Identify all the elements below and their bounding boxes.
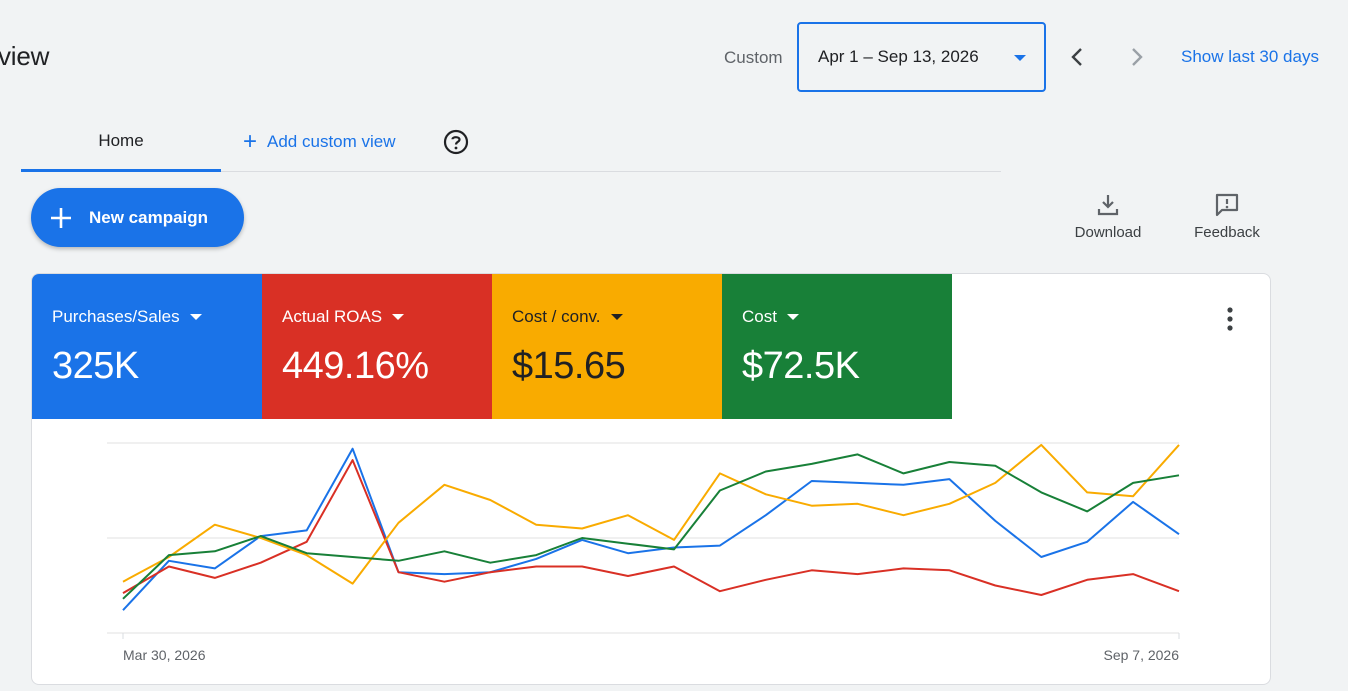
chart-grid xyxy=(107,442,1180,639)
download-button[interactable]: Download xyxy=(1060,192,1156,250)
feedback-icon xyxy=(1215,193,1239,217)
chevron-left-icon xyxy=(1071,48,1082,66)
more-vert-icon[interactable] xyxy=(1220,306,1240,332)
x-tick-label-start: Mar 30, 2026 xyxy=(123,647,206,663)
feedback-button[interactable]: Feedback xyxy=(1179,192,1275,250)
previous-period-button[interactable] xyxy=(1062,42,1092,72)
metric-tile-cost[interactable]: Cost $72.5K xyxy=(722,274,952,419)
metric-value: 325K xyxy=(52,345,139,387)
plus-icon xyxy=(51,207,71,228)
help-icon[interactable] xyxy=(443,129,469,155)
caret-down-icon xyxy=(610,314,623,320)
feedback-label: Feedback xyxy=(1194,224,1260,241)
series-line-1 xyxy=(122,459,1180,596)
view-tabs: Home + Add custom view xyxy=(21,112,1001,172)
date-range-label: Custom xyxy=(724,48,783,67)
caret-down-icon xyxy=(392,314,405,320)
series-line-3 xyxy=(122,453,1180,600)
tab-home[interactable]: Home xyxy=(21,112,221,172)
page-title: view xyxy=(0,41,50,71)
x-tick-label-end: Sep 7, 2026 xyxy=(1103,647,1179,663)
metric-label: Cost / conv. xyxy=(512,307,702,327)
new-campaign-button[interactable]: New campaign xyxy=(31,188,244,247)
performance-card: Purchases/Sales 325K Actual ROAS 449.16%… xyxy=(31,273,1271,685)
caret-down-icon xyxy=(189,314,202,320)
metric-value: 449.16% xyxy=(282,345,429,387)
metric-tile-purchases[interactable]: Purchases/Sales 325K xyxy=(32,274,262,419)
metric-value: $72.5K xyxy=(742,345,860,387)
date-range-value: Apr 1 – Sep 13, 2026 xyxy=(818,47,979,66)
plus-icon: + xyxy=(243,128,258,155)
metric-label: Actual ROAS xyxy=(282,307,472,327)
chevron-right-icon xyxy=(1132,48,1143,66)
caret-down-icon xyxy=(1014,55,1026,61)
metric-label: Cost xyxy=(742,307,932,327)
metric-tile-roas[interactable]: Actual ROAS 449.16% xyxy=(262,274,492,419)
caret-down-icon xyxy=(786,314,799,320)
new-campaign-label: New campaign xyxy=(89,207,209,227)
show-last-30-days-link[interactable]: Show last 30 days xyxy=(1181,47,1319,66)
series-line-0 xyxy=(122,447,1180,611)
download-label: Download xyxy=(1074,224,1142,241)
metric-label: Purchases/Sales xyxy=(52,307,242,327)
performance-line-chart: Mar 30, 2026 Sep 7, 2026 xyxy=(107,442,1180,663)
series-line-2 xyxy=(122,443,1180,585)
next-period-button[interactable] xyxy=(1122,42,1152,72)
metric-value: $15.65 xyxy=(512,345,626,387)
add-custom-view-label: Add custom view xyxy=(267,132,396,151)
add-custom-view-button[interactable]: + Add custom view xyxy=(243,112,396,172)
date-range-select[interactable]: Apr 1 – Sep 13, 2026 xyxy=(797,22,1046,92)
download-icon xyxy=(1097,195,1119,216)
chart-series xyxy=(122,443,1180,611)
metric-tile-cost-per-conv[interactable]: Cost / conv. $15.65 xyxy=(492,274,722,419)
